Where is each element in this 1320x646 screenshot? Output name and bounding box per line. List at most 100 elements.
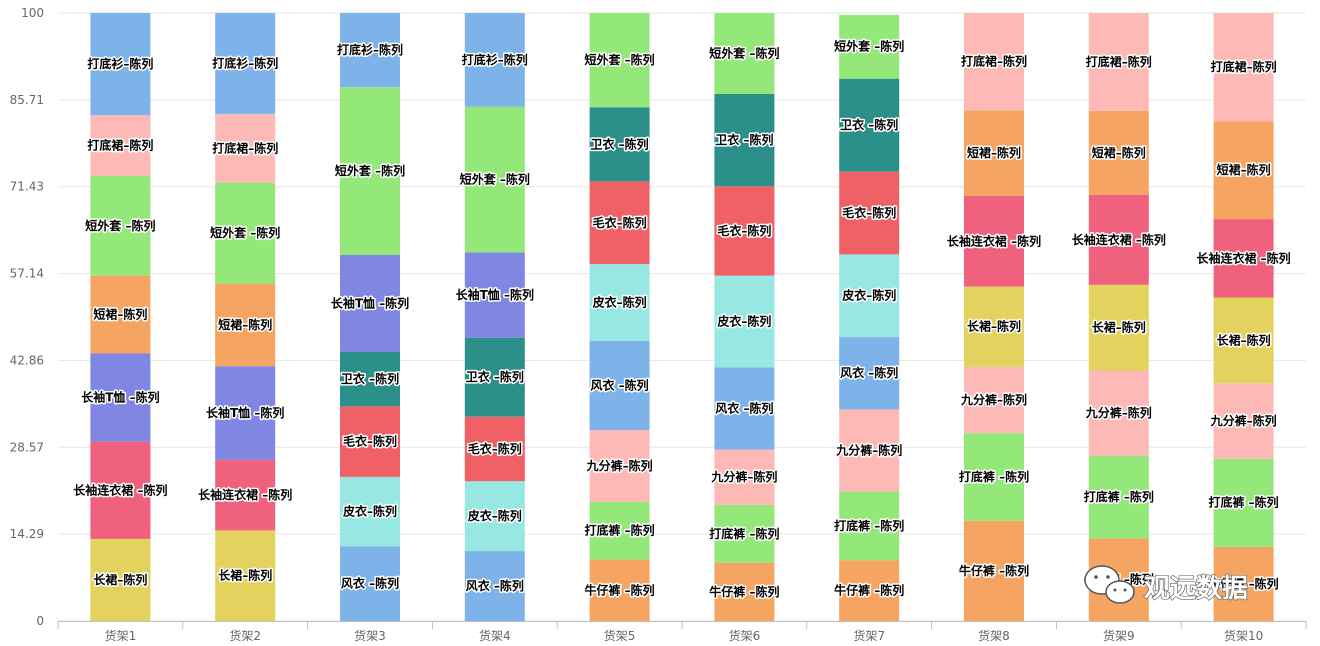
bar-segment — [215, 283, 276, 367]
bar-segment-label: 风衣 –陈列 — [715, 401, 773, 416]
bar-segment — [1088, 455, 1149, 539]
bar-segment-label: 长裙–陈列 — [93, 572, 147, 587]
bar-segment — [714, 562, 775, 621]
y-tick-label: 57.14 — [10, 267, 44, 281]
bar-segment-label: 打底裤 –陈列 — [585, 523, 655, 538]
bar-segment — [464, 416, 525, 482]
bar-segment-label: 长裙–陈列 — [1217, 332, 1271, 347]
bar-segment — [90, 538, 151, 621]
bar-segment — [714, 13, 775, 94]
bar-segment-label: 皮衣–陈列 — [592, 294, 647, 309]
bar-segment — [1213, 219, 1274, 298]
bar-segment — [340, 87, 400, 255]
bar-segment-label: 短裙–陈列 — [967, 145, 1021, 160]
bar-segment-label: 毛衣–陈列 — [842, 205, 896, 220]
bar-segment — [589, 13, 650, 108]
bar-segment-label: 风衣 –陈列 — [840, 365, 898, 380]
bar-segment — [589, 430, 650, 502]
bar-segment — [464, 551, 525, 621]
bar-segment-label: 长裙–陈列 — [1092, 320, 1146, 335]
y-tick-label: 85.71 — [10, 93, 44, 107]
bar-segment-label: 毛衣–陈列 — [468, 441, 522, 456]
bar-segment-label: 长袖T恤 –陈列 — [81, 390, 159, 405]
bar-segment — [714, 504, 775, 563]
bar-segment-label: 短外套 –陈列 — [709, 45, 779, 60]
bar-segment — [1088, 370, 1149, 456]
bar-segment — [90, 353, 151, 442]
bar-segment-label: 打底裤 –陈列 — [959, 469, 1029, 484]
bar-segment-label: 牛仔裤 –陈列 — [834, 583, 904, 598]
bar-segment-label: 长袖连衣裙 –陈列 — [73, 482, 167, 497]
bar-segment — [464, 106, 525, 253]
bar-segment-label: 短外套 –陈列 — [335, 163, 405, 178]
bar-segment-label: 打底裙–陈列 — [961, 54, 1027, 69]
bar-segment-label: 牛仔裤 –陈列 — [585, 582, 655, 597]
bar-segment-label: 打底裤 –陈列 — [709, 526, 779, 541]
bar-segment-label: 长袖连衣裙 –陈列 — [1072, 232, 1166, 247]
y-tick-label: 42.86 — [10, 353, 44, 367]
bar-segment — [964, 110, 1024, 197]
bar-segment-label: 打底裤 –陈列 — [834, 518, 904, 533]
bar-segment-label: 毛衣–陈列 — [343, 434, 397, 449]
bar-segment — [1088, 13, 1149, 111]
y-tick-label: 100 — [21, 6, 44, 20]
bar-segment-label: 长袖连衣裙 –陈列 — [1197, 250, 1291, 265]
bar-segment-label: 皮衣–陈列 — [467, 508, 522, 523]
bar-segment — [90, 13, 151, 116]
bar-segment-label: 打底衫–陈列 — [337, 42, 403, 57]
bar-segment — [839, 560, 900, 621]
x-category-label: 货架1 — [105, 628, 137, 643]
y-tick-label: 14.29 — [10, 527, 44, 541]
bar-segment-label: 打底衫–陈列 — [462, 52, 528, 67]
wechat-icon — [1084, 565, 1135, 604]
bar-segment-label: 皮衣–陈列 — [342, 504, 397, 519]
bar-segment — [964, 366, 1024, 434]
watermark: 观远数据 — [1084, 565, 1249, 605]
bar-segment-label: 短外套 –陈列 — [585, 52, 655, 67]
bar-segment-label: 打底裙–陈列 — [212, 140, 278, 155]
bar-segment-label: 九分裤–陈列 — [586, 458, 653, 473]
bar-segment-label: 毛衣–陈列 — [593, 215, 647, 230]
bar-segment — [714, 449, 775, 505]
bar-segment — [839, 409, 900, 492]
bar-segment-label: 九分裤–陈列 — [1210, 413, 1277, 428]
bar-segment-label: 短裙–陈列 — [1217, 162, 1271, 177]
bar-segment — [714, 186, 775, 276]
bar-segment — [714, 93, 775, 187]
bar-segment-label: 长袖T恤 –陈列 — [206, 405, 284, 420]
bar-segment — [1088, 194, 1149, 285]
bar-segment — [215, 530, 276, 621]
bar-segment-label: 短外套 –陈列 — [85, 218, 155, 233]
bar-segment-label: 短外套 –陈列 — [460, 172, 530, 187]
bar-segment — [90, 115, 151, 176]
bar-segment — [340, 13, 400, 88]
x-category-label: 货架6 — [729, 628, 761, 643]
bar-segment — [464, 13, 525, 107]
bar-segment — [964, 13, 1024, 111]
bar-segment-label: 九分裤–陈列 — [1085, 405, 1152, 420]
bar-segment — [1213, 13, 1274, 122]
bar-segment — [589, 340, 650, 431]
bar-segment — [839, 78, 900, 172]
bar-segment — [964, 433, 1024, 521]
bar-segment — [839, 254, 900, 338]
bar-segment-label: 牛仔裤 –陈列 — [959, 563, 1029, 578]
bar-segment-label: 皮衣–陈列 — [841, 288, 896, 303]
bar-segment-label: 打底裙–陈列 — [1086, 54, 1152, 69]
bar-segment — [839, 171, 900, 255]
bar-segment — [340, 254, 400, 352]
x-category-label: 货架7 — [853, 628, 885, 643]
y-tick-label: 0 — [36, 614, 44, 628]
bar-segment-label: 风衣 –陈列 — [341, 576, 399, 591]
bar-segment — [340, 351, 400, 407]
bar-segment-label: 卫衣 –陈列 — [341, 371, 399, 386]
bar-segment-label: 九分裤–陈列 — [710, 469, 777, 484]
bar-segment — [839, 491, 900, 561]
bar-segment — [1088, 284, 1149, 371]
